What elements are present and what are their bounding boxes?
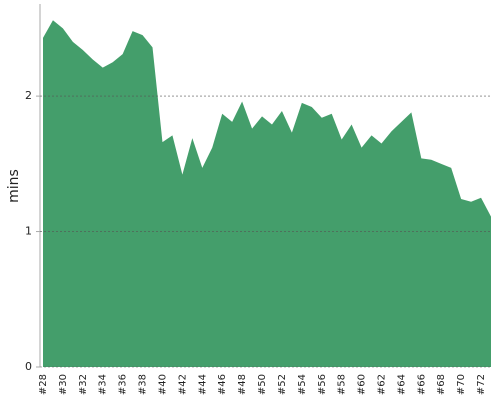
x-tick-label: #28 (38, 374, 49, 395)
x-tick-label: #52 (277, 374, 288, 395)
x-tick-label: #60 (357, 374, 368, 395)
x-tick-label: #68 (436, 374, 447, 395)
x-tick-label: #38 (138, 374, 149, 395)
x-tick-label: #32 (78, 374, 89, 395)
x-tick-label: #30 (58, 374, 69, 395)
x-tick-label: #46 (217, 374, 228, 395)
x-tick-label: #40 (157, 374, 168, 395)
x-tick-label: #34 (98, 374, 109, 395)
y-tick-label: 0 (25, 360, 32, 373)
x-tick-label: #42 (177, 374, 188, 395)
x-tick-label: #58 (337, 374, 348, 395)
area (43, 20, 491, 368)
x-tick-label: #54 (297, 374, 308, 395)
x-tick-label: #48 (237, 374, 248, 395)
x-tick-label: #66 (416, 374, 427, 395)
x-tick-label: #50 (257, 374, 268, 395)
x-tick-label: #64 (396, 374, 407, 395)
y-tick-label: 2 (25, 89, 32, 102)
x-tick-label: #56 (317, 374, 328, 395)
y-axis-label: mins (6, 169, 22, 203)
y-tick-label: 1 (25, 225, 32, 238)
x-tick-label: #36 (118, 374, 129, 395)
x-tick-label: #62 (376, 374, 387, 395)
x-tick-label: #72 (476, 374, 487, 395)
x-tick-label: #70 (456, 374, 467, 395)
x-tick-label: #44 (197, 374, 208, 395)
